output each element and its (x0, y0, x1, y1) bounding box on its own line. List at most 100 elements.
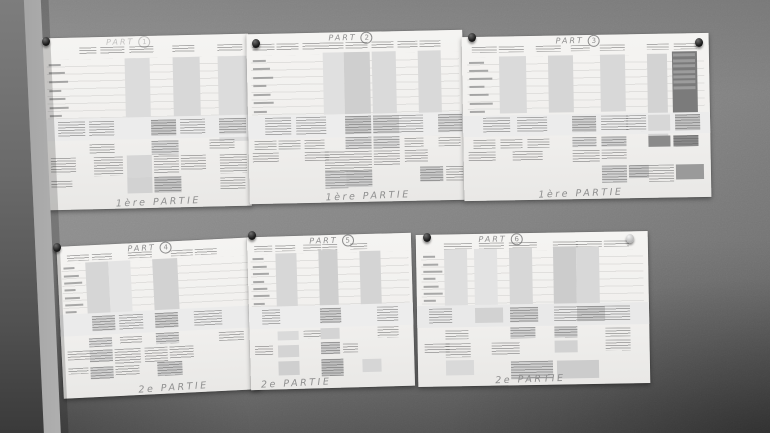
shaded-scene-column (508, 248, 533, 307)
table-cell (89, 365, 115, 380)
paper-sheet: PART 2 1ère PARTIE (246, 29, 466, 205)
table-cell (648, 135, 671, 148)
push-pin (695, 38, 703, 47)
row-label-text (469, 69, 489, 72)
dark-column-entry (673, 53, 696, 57)
table-cell (304, 139, 325, 149)
notes-cell-text (482, 117, 511, 134)
table-cell (445, 329, 469, 340)
push-pin (42, 37, 50, 46)
table-cell (180, 155, 206, 172)
notes-cell-text (438, 114, 463, 132)
table-cell (377, 326, 399, 338)
handwritten-partie-label: 2e PARTIE (260, 376, 332, 391)
row-label-text (253, 287, 267, 291)
dark-column-entry (673, 69, 696, 74)
dark-column-entry (673, 80, 696, 84)
notes-cell-text (577, 305, 606, 322)
notes-cell-text (345, 116, 372, 134)
notes-cell-text (571, 116, 597, 132)
table-cell (89, 143, 115, 155)
dark-column-entry (673, 75, 696, 79)
table-cell (345, 137, 372, 150)
table-cell (572, 136, 597, 147)
table-cell (220, 176, 246, 190)
notes-cell-text (553, 306, 580, 322)
table-column-header-text (371, 41, 394, 49)
table-cell (361, 359, 382, 372)
row-label-text (253, 67, 270, 71)
shaded-scene-column (358, 250, 382, 308)
notes-band (462, 111, 711, 138)
table-cell (154, 176, 182, 193)
table-cell (127, 154, 153, 178)
table-cell (156, 360, 183, 376)
table-column-header-text (170, 249, 193, 257)
notes-cell-text (648, 114, 671, 131)
table-column-header-text (92, 253, 113, 261)
table-cell (277, 344, 300, 358)
paper-sheet: PART 4 2e PARTIE (56, 237, 261, 399)
table-cell (649, 164, 675, 182)
notes-band (43, 114, 251, 142)
row-label-text (423, 278, 436, 281)
row-label-text (423, 300, 436, 303)
table-cell (153, 155, 180, 174)
row-label-text (469, 94, 489, 97)
row-label-text (469, 85, 485, 89)
notes-cell-text (219, 117, 247, 134)
table-column-header-text (302, 42, 323, 51)
table-column-header-text (79, 47, 96, 55)
row-label-text (423, 270, 443, 273)
table-cell (320, 358, 345, 377)
table-cell (127, 176, 153, 193)
table-column-header-text (570, 44, 591, 52)
table-column-header-text (419, 40, 441, 48)
table-cell (254, 345, 274, 357)
paper-sheet: PART 5 2e PARTIE (246, 232, 416, 391)
table-cell (209, 138, 235, 150)
shaded-scene-column (443, 249, 468, 308)
table-cell (67, 350, 90, 361)
table-cell (629, 165, 650, 179)
notes-cell-text (319, 307, 342, 324)
row-label-text (253, 76, 274, 79)
row-label-text (470, 110, 485, 113)
table-cell (676, 164, 704, 180)
table-cell (510, 327, 536, 339)
notes-cell-text (675, 114, 701, 131)
table-cell (68, 367, 89, 375)
push-pin (252, 39, 260, 48)
notes-cell-text (193, 309, 222, 327)
table-cell (278, 140, 301, 150)
row-label-text (252, 258, 264, 261)
notes-cell-text (474, 307, 504, 324)
table-cell (277, 330, 299, 341)
notes-cell-text (179, 118, 205, 135)
shaded-scene-column (600, 53, 626, 112)
table-column-header-text (600, 44, 625, 52)
shaded-scene-column (172, 57, 201, 117)
table-cell (320, 341, 341, 355)
handwritten-partie-label: 1ère PARTIE (538, 186, 624, 201)
push-pin (53, 243, 61, 252)
table-cell (445, 343, 472, 358)
push-pin (248, 231, 256, 240)
paper-sheet: PART 1 1ère PARTIE (42, 33, 252, 211)
shaded-scene-column (108, 260, 133, 318)
table-cell (473, 139, 496, 149)
table-cell (346, 171, 373, 187)
notes-band (247, 111, 465, 140)
table-cell (572, 149, 600, 164)
notes-cell-text (262, 309, 281, 326)
table-cell (468, 151, 496, 162)
table-cell (94, 156, 124, 177)
table-cell (373, 136, 400, 149)
notes-cell-text (428, 308, 453, 325)
shaded-scene-column (343, 52, 372, 114)
notes-cell-text (118, 313, 144, 331)
table-cell (404, 149, 429, 162)
notes-cell-text (604, 305, 631, 322)
handwritten-part-word: PART (328, 32, 357, 43)
